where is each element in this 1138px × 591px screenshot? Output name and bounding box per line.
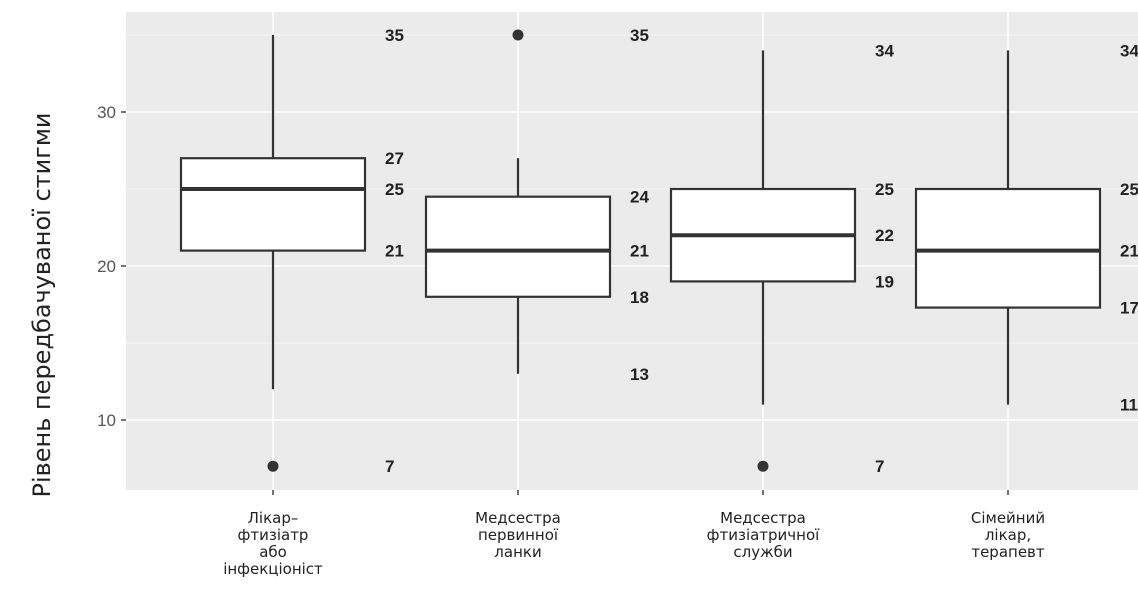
value-label: 21 bbox=[385, 242, 404, 261]
value-label: 21 bbox=[630, 242, 649, 261]
outlier-point bbox=[512, 29, 524, 41]
value-label: 17 bbox=[1120, 299, 1138, 318]
value-label: 22 bbox=[875, 226, 894, 245]
x-category-label-line: ланки bbox=[494, 543, 541, 561]
value-label: 25 bbox=[1120, 180, 1138, 199]
value-label: 18 bbox=[630, 288, 649, 307]
x-category-label: Медсестра фтизіатричної служби bbox=[707, 509, 821, 561]
value-label: 7 bbox=[385, 457, 394, 476]
y-axis-title: Рівень передбачуваної стигми bbox=[28, 112, 56, 497]
y-axis: 10 20 30 bbox=[97, 103, 126, 430]
value-label: 25 bbox=[875, 180, 894, 199]
box-group bbox=[424, 29, 612, 374]
value-label: 27 bbox=[385, 149, 404, 168]
value-label: 13 bbox=[630, 365, 649, 384]
y-tick-label: 30 bbox=[97, 103, 116, 122]
outlier-point bbox=[267, 460, 279, 472]
value-label: 21 bbox=[1120, 242, 1138, 261]
boxes-layer bbox=[179, 29, 1102, 472]
box-group bbox=[669, 50, 857, 472]
value-label: 35 bbox=[385, 26, 404, 45]
box-iqr bbox=[179, 157, 367, 252]
value-label: 34 bbox=[875, 41, 894, 60]
value-label: 11 bbox=[1120, 396, 1138, 415]
x-category-label-line: Медсестра bbox=[475, 509, 561, 527]
value-label: 25 bbox=[385, 180, 404, 199]
box-group bbox=[914, 50, 1102, 405]
outlier-point bbox=[757, 460, 769, 472]
box-iqr bbox=[914, 187, 1102, 309]
x-category-label-line: терапевт bbox=[971, 543, 1045, 561]
value-label: 7 bbox=[875, 457, 884, 476]
x-category-label-line: Сімейний bbox=[971, 509, 1045, 527]
x-category-label-line: інфекціоніст bbox=[223, 560, 323, 578]
x-category-label-line: служби bbox=[733, 543, 792, 561]
x-category-label: Сімейний лікар, терапевт bbox=[971, 509, 1045, 561]
x-category-label-line: первинної bbox=[478, 526, 559, 544]
x-category-label-line: фтизіатричної bbox=[707, 526, 821, 544]
value-label: 35 bbox=[630, 26, 649, 45]
x-category-label-line: лікар, bbox=[985, 526, 1031, 544]
value-labels-layer: 35 27 25 21 7 35 24 21 18 13 34 25 22 19 7 34 25 21 17 11 bbox=[385, 26, 1138, 476]
x-category-label-line: Лікар– bbox=[248, 509, 299, 527]
y-tick-label: 10 bbox=[97, 411, 116, 430]
value-label: 34 bbox=[1120, 41, 1138, 60]
x-category-label: Лікар– фтизіатр або інфекціоніст bbox=[223, 509, 323, 578]
value-label: 24 bbox=[630, 188, 649, 207]
box-iqr bbox=[424, 195, 612, 298]
value-label: 19 bbox=[875, 272, 894, 291]
x-category-label-line: фтизіатр bbox=[238, 526, 309, 544]
x-category-label: Медсестра первинної ланки bbox=[475, 509, 561, 561]
box-group bbox=[179, 35, 367, 472]
x-category-label-line: або bbox=[259, 543, 287, 561]
x-category-label-line: Медсестра bbox=[720, 509, 806, 527]
y-tick-label: 20 bbox=[97, 257, 116, 276]
